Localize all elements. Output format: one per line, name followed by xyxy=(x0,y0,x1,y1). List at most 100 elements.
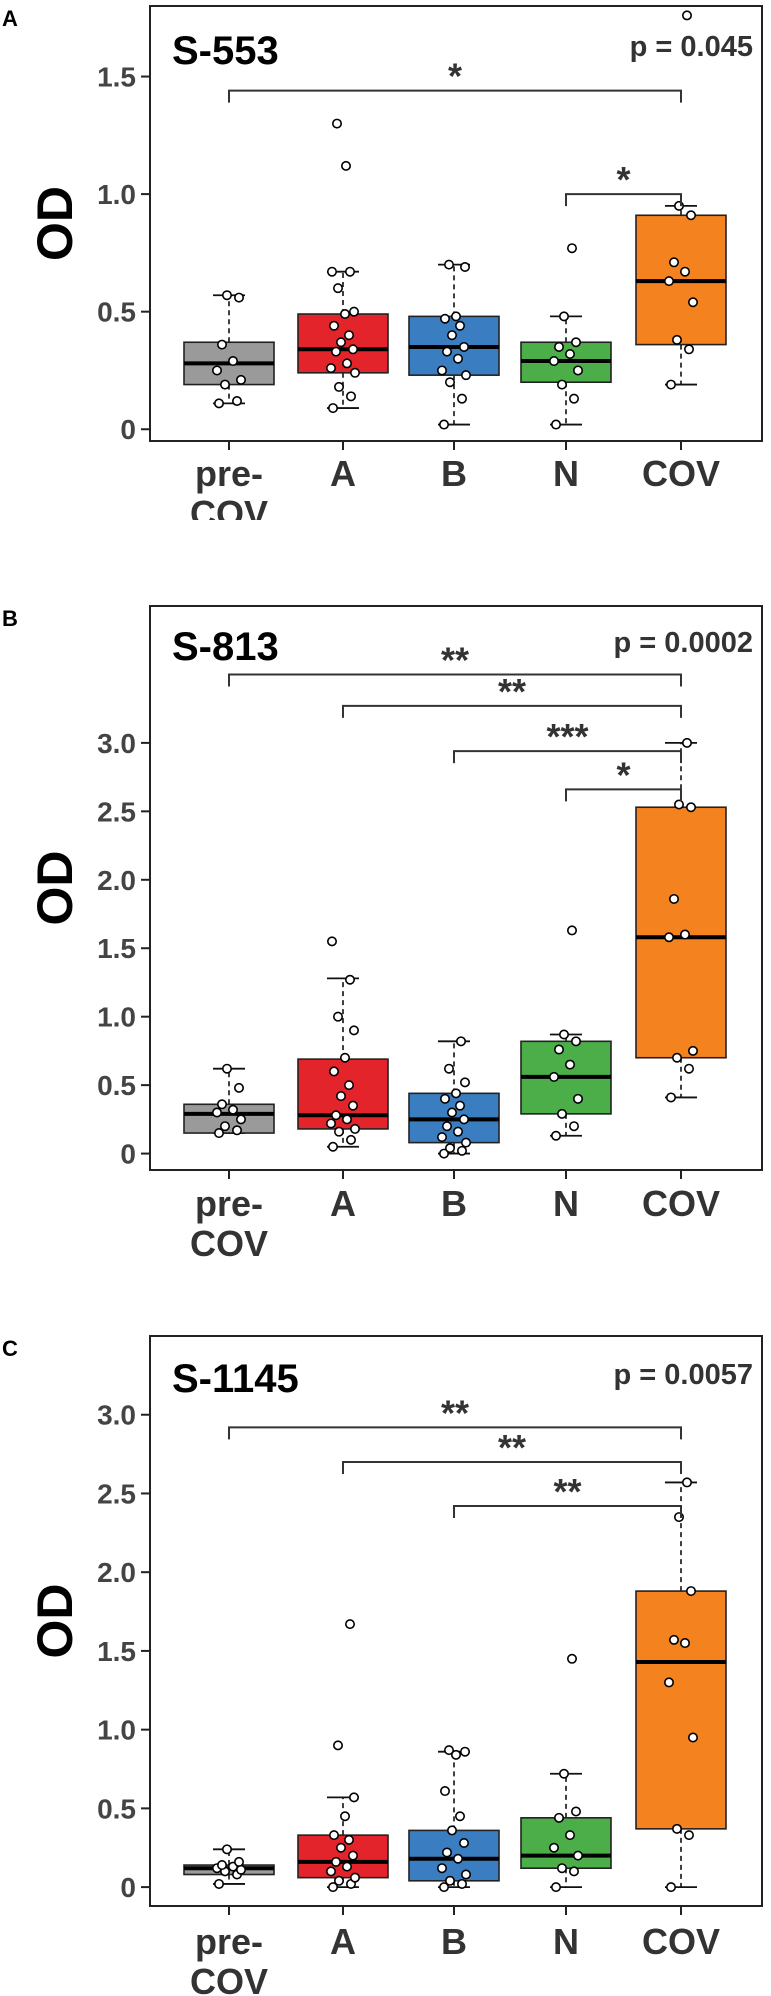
data-point xyxy=(683,1063,694,1074)
box-group xyxy=(635,1477,727,1893)
x-category-label: A xyxy=(330,1921,356,1962)
y-tick-label: 0.5 xyxy=(97,297,136,328)
data-point xyxy=(454,320,465,331)
x-category-label: B xyxy=(441,453,467,494)
data-point xyxy=(347,344,358,355)
significance-stars: *** xyxy=(546,716,588,757)
data-point xyxy=(665,1092,676,1103)
data-point xyxy=(349,367,360,378)
data-point xyxy=(441,1847,452,1858)
panel-letter: A xyxy=(2,6,18,31)
data-point xyxy=(570,337,581,348)
data-point xyxy=(328,1830,339,1841)
data-point xyxy=(330,1856,341,1867)
data-point xyxy=(232,396,243,407)
data-point xyxy=(671,334,682,345)
data-point xyxy=(558,1029,569,1040)
data-point xyxy=(459,1077,470,1088)
chart-title: S-813 xyxy=(172,625,279,669)
data-point xyxy=(328,1066,339,1077)
data-point xyxy=(441,346,452,357)
data-point xyxy=(568,1866,579,1877)
data-point xyxy=(220,1121,231,1132)
data-point xyxy=(332,283,343,294)
data-point xyxy=(564,1059,575,1070)
x-category-label: COV xyxy=(190,493,268,520)
data-point xyxy=(438,1882,449,1893)
data-point xyxy=(335,337,346,348)
data-point xyxy=(446,1825,457,1836)
data-point xyxy=(443,1745,454,1756)
data-point xyxy=(564,348,575,359)
data-point xyxy=(450,1749,461,1760)
significance-bracket xyxy=(342,1460,682,1474)
data-point xyxy=(556,1863,567,1874)
data-point xyxy=(326,936,337,947)
data-point xyxy=(553,1044,564,1055)
box-group xyxy=(408,1745,500,1893)
y-tick-label: 1.5 xyxy=(97,933,136,964)
box-group xyxy=(408,259,500,430)
x-category-label: A xyxy=(330,453,356,494)
data-point xyxy=(570,1036,581,1047)
data-point xyxy=(450,1088,461,1099)
data-point xyxy=(438,419,449,430)
data-point xyxy=(212,1107,223,1118)
chart-title: S-553 xyxy=(172,29,279,73)
data-point xyxy=(439,313,450,324)
data-point xyxy=(454,1100,465,1111)
data-point xyxy=(217,339,228,350)
data-point xyxy=(348,306,359,317)
data-point xyxy=(556,379,567,390)
y-axis-label: OD xyxy=(27,186,83,261)
chart-panel-b: B S-813 p = 0.0002 OD 0 0.5 1.0 1.5 2.0 2.5 3.0 pre… xyxy=(0,600,771,1280)
data-point xyxy=(671,1052,682,1063)
x-category-label: pre- xyxy=(195,1921,263,1962)
data-point xyxy=(456,1145,467,1156)
data-point xyxy=(325,1118,336,1129)
significance-stars: * xyxy=(448,56,462,97)
data-point xyxy=(436,1132,447,1143)
box-group xyxy=(183,290,275,409)
data-point xyxy=(327,403,338,414)
data-point xyxy=(441,1121,452,1132)
panel-letter: B xyxy=(2,606,18,631)
data-point xyxy=(327,1141,338,1152)
data-point xyxy=(228,1104,239,1115)
data-point xyxy=(444,377,455,388)
significance-bracket xyxy=(565,788,682,802)
box-group xyxy=(520,925,612,1141)
data-point xyxy=(228,356,239,367)
chart-svg-b: B S-813 p = 0.0002 OD 0 0.5 1.0 1.5 2.0 2.5 3.0 pre… xyxy=(2,605,763,1264)
data-point xyxy=(339,309,350,320)
data-point xyxy=(683,344,694,355)
data-point xyxy=(214,398,225,409)
plot-frame xyxy=(149,1335,763,1907)
data-point xyxy=(663,276,674,287)
data-point xyxy=(348,1792,359,1803)
data-point xyxy=(687,1045,698,1056)
chart-panel-c: C S-1145 p = 0.0057 OD 0 0.5 1.0 1.5 2.0 2.5 3.0 pr… xyxy=(0,1330,771,1996)
x-category-label: N xyxy=(553,453,579,494)
data-point xyxy=(222,1844,233,1855)
data-point xyxy=(679,929,690,940)
data-point xyxy=(327,1882,338,1893)
data-point xyxy=(349,1123,360,1134)
data-point xyxy=(459,1746,470,1757)
data-point xyxy=(548,1842,559,1853)
data-point xyxy=(341,1861,352,1872)
data-point xyxy=(436,1863,447,1874)
data-point xyxy=(550,1130,561,1141)
box-iqr xyxy=(297,1834,389,1879)
data-point xyxy=(685,210,696,221)
panel-letter: C xyxy=(2,1336,18,1361)
data-point xyxy=(347,1850,358,1861)
data-point xyxy=(663,1677,674,1688)
data-point xyxy=(341,358,352,369)
significance-stars: ** xyxy=(498,671,526,712)
y-tick-label: 0.5 xyxy=(97,1793,136,1824)
data-point xyxy=(679,266,690,277)
data-point xyxy=(679,1638,690,1649)
data-point xyxy=(460,1137,471,1148)
x-category-label: B xyxy=(441,1921,467,1962)
